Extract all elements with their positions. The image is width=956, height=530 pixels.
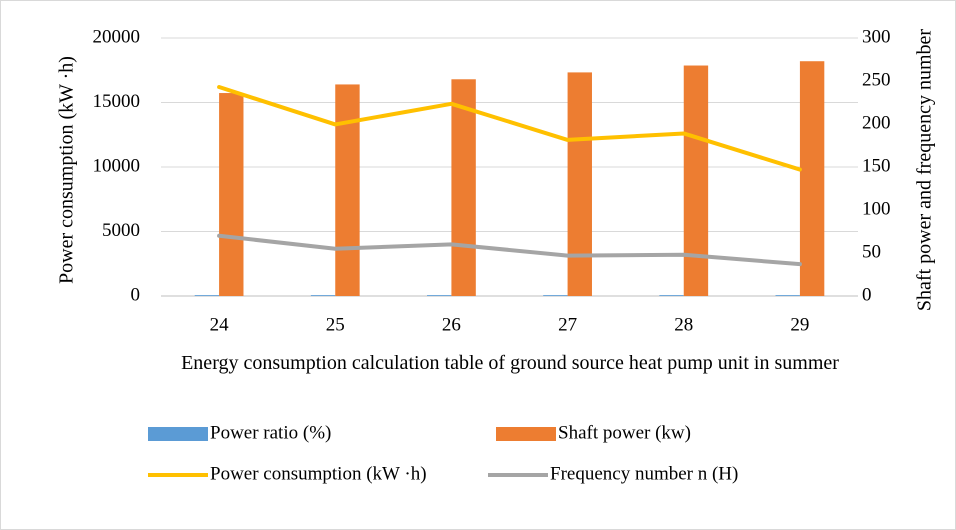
x-tick-label: 27 [558,314,577,335]
y2-tick-label: 150 [862,155,891,176]
bar [659,295,684,296]
y-tick-label: 20000 [93,26,141,47]
y2-tick-label: 50 [862,241,881,262]
bar [683,65,709,297]
x-tick-label: 26 [442,314,461,335]
bar [310,295,336,296]
bar [335,84,360,296]
x-axis-title: Energy consumption calculation table of … [181,352,839,374]
legend-swatch [496,427,556,441]
legend-swatch [148,427,208,441]
y2-tick-label: 250 [862,69,891,90]
bar [219,93,244,296]
x-tick-label: 29 [790,314,809,335]
bar [567,72,592,297]
bar [427,295,452,296]
line-series [217,85,802,172]
legend-label: Power ratio (%) [210,422,331,443]
bar [775,295,800,296]
x-tick-label: 25 [326,314,345,335]
legend-label: Frequency number n (H) [550,463,738,484]
legend-label: Shaft power (kw) [558,422,691,443]
bar [543,295,568,296]
y-tick-label: 0 [131,284,141,305]
bar [799,61,825,296]
y2-tick-label: 0 [862,284,872,305]
x-tick-label: 24 [210,314,230,335]
y-axis-title: Power consumption (kW ·h) [56,56,78,284]
line-series [217,233,802,267]
y-tick-label: 10000 [93,155,141,176]
y2-axis-title: Shaft power and frequency number [914,29,936,311]
bar [451,79,476,296]
y2-tick-label: 300 [862,26,891,47]
y2-tick-label: 200 [862,112,891,133]
legend-label: Power consumption (kW ·h) [210,463,427,484]
y-tick-label: 15000 [93,91,141,112]
bar [194,295,220,296]
y2-tick-label: 100 [862,198,891,219]
x-tick-label: 28 [674,314,693,335]
y-tick-label: 5000 [102,220,140,241]
